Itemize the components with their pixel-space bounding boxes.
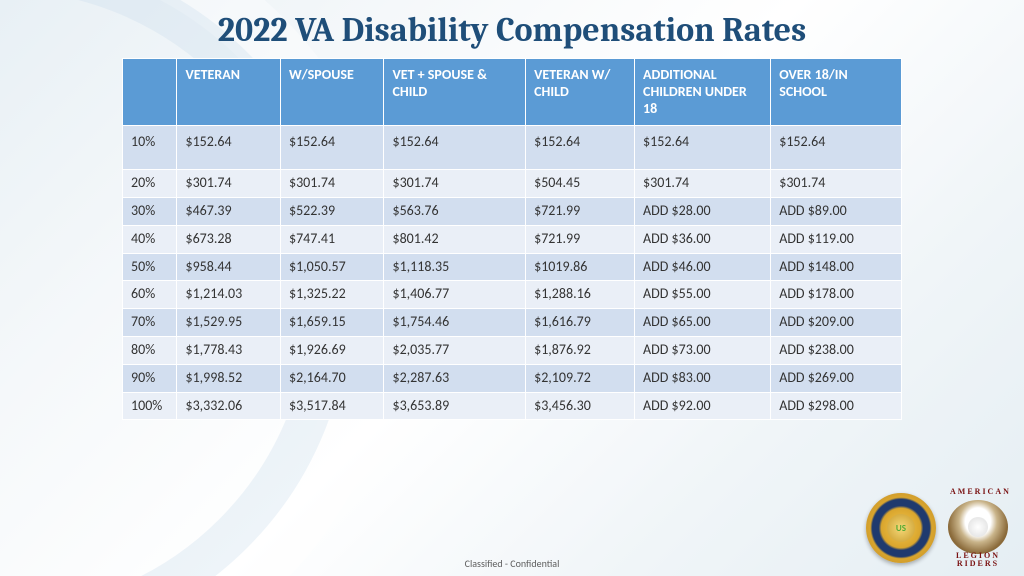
table-cell: $1,406.77: [384, 281, 526, 309]
table-cell: ADD $92.00: [635, 392, 771, 420]
table-cell: ADD $73.00: [635, 336, 771, 364]
table-cell: $1,288.16: [526, 281, 635, 309]
table-cell: $1,118.35: [384, 253, 526, 281]
table-cell: ADD $269.00: [771, 364, 902, 392]
table-row: 80%$1,778.43$1,926.69$2,035.77$1,876.92A…: [123, 336, 902, 364]
table-cell: $673.28: [177, 225, 281, 253]
table-cell: $1,325.22: [280, 281, 384, 309]
table-cell: ADD $238.00: [771, 336, 902, 364]
table-cell: ADD $65.00: [635, 309, 771, 337]
table-row: 40%$673.28$747.41$801.42$721.99ADD $36.0…: [123, 225, 902, 253]
table-row: 10%$152.64$152.64$152.64$152.64$152.64$1…: [123, 126, 902, 170]
legion-riders-top-text: AMERICAN: [950, 488, 1006, 496]
table-cell: $152.64: [771, 126, 902, 170]
table-cell: $2,164.70: [280, 364, 384, 392]
table-cell: ADD $36.00: [635, 225, 771, 253]
rates-table: VETERAN W/SPOUSE VET + SPOUSE & CHILD VE…: [122, 58, 902, 420]
american-legion-logo: US: [866, 493, 936, 563]
table-cell: $721.99: [526, 197, 635, 225]
table-cell: ADD $178.00: [771, 281, 902, 309]
table-cell: ADD $209.00: [771, 309, 902, 337]
table-cell: $522.39: [280, 197, 384, 225]
table-cell: $301.74: [177, 170, 281, 198]
table-cell: $2,109.72: [526, 364, 635, 392]
table-cell: 10%: [123, 126, 177, 170]
table-cell: $2,287.63: [384, 364, 526, 392]
table-cell: ADD $119.00: [771, 225, 902, 253]
table-cell: $1,754.46: [384, 309, 526, 337]
table-cell: 60%: [123, 281, 177, 309]
table-cell: $152.64: [526, 126, 635, 170]
table-cell: $467.39: [177, 197, 281, 225]
table-cell: 50%: [123, 253, 177, 281]
table-cell: $1,214.03: [177, 281, 281, 309]
table-cell: $747.41: [280, 225, 384, 253]
eagle-icon: [948, 500, 1008, 554]
table-cell: $3,653.89: [384, 392, 526, 420]
legion-riders-bottom-text: LEGION RIDERS: [952, 552, 1004, 568]
table-row: 70%$1,529.95$1,659.15$1,754.46$1,616.79A…: [123, 309, 902, 337]
table-cell: ADD $89.00: [771, 197, 902, 225]
table-cell: $801.42: [384, 225, 526, 253]
col-header-veteran: VETERAN: [177, 59, 281, 126]
col-header-pct: [123, 59, 177, 126]
table-cell: 90%: [123, 364, 177, 392]
table-cell: $1,659.15: [280, 309, 384, 337]
table-cell: 30%: [123, 197, 177, 225]
table-cell: $301.74: [771, 170, 902, 198]
table-cell: $152.64: [384, 126, 526, 170]
table-cell: $504.45: [526, 170, 635, 198]
page-title: 2022 VA Disability Compensation Rates: [0, 0, 1024, 58]
table-cell: $1,876.92: [526, 336, 635, 364]
table-cell: $1,998.52: [177, 364, 281, 392]
rates-table-container: VETERAN W/SPOUSE VET + SPOUSE & CHILD VE…: [122, 58, 902, 420]
legion-seal-icon: US: [887, 514, 915, 542]
col-header-vet-spouse-child: VET + SPOUSE & CHILD: [384, 59, 526, 126]
table-cell: $1,050.57: [280, 253, 384, 281]
table-row: 90%$1,998.52$2,164.70$2,287.63$2,109.72A…: [123, 364, 902, 392]
table-cell: $3,332.06: [177, 392, 281, 420]
table-cell: $1,529.95: [177, 309, 281, 337]
table-cell: ADD $298.00: [771, 392, 902, 420]
table-cell: $2,035.77: [384, 336, 526, 364]
table-row: 20%$301.74$301.74$301.74$504.45$301.74$3…: [123, 170, 902, 198]
table-cell: 70%: [123, 309, 177, 337]
table-cell: ADD $28.00: [635, 197, 771, 225]
table-cell: $152.64: [635, 126, 771, 170]
table-cell: ADD $148.00: [771, 253, 902, 281]
table-cell: $563.76: [384, 197, 526, 225]
col-header-vet-child: VETERAN W/ CHILD: [526, 59, 635, 126]
table-cell: $301.74: [635, 170, 771, 198]
table-cell: 20%: [123, 170, 177, 198]
table-header-row: VETERAN W/SPOUSE VET + SPOUSE & CHILD VE…: [123, 59, 902, 126]
table-cell: $3,456.30: [526, 392, 635, 420]
table-cell: $301.74: [280, 170, 384, 198]
table-cell: $1019.86: [526, 253, 635, 281]
table-row: 50%$958.44$1,050.57$1,118.35$1019.86ADD …: [123, 253, 902, 281]
table-cell: ADD $46.00: [635, 253, 771, 281]
table-cell: $301.74: [384, 170, 526, 198]
table-cell: ADD $55.00: [635, 281, 771, 309]
table-cell: $152.64: [177, 126, 281, 170]
table-cell: $721.99: [526, 225, 635, 253]
table-cell: $1,926.69: [280, 336, 384, 364]
table-cell: $1,778.43: [177, 336, 281, 364]
table-cell: $152.64: [280, 126, 384, 170]
table-cell: 80%: [123, 336, 177, 364]
table-cell: 100%: [123, 392, 177, 420]
col-header-additional-children: ADDITIONAL CHILDREN UNDER 18: [635, 59, 771, 126]
table-cell: 40%: [123, 225, 177, 253]
table-cell: $3,517.84: [280, 392, 384, 420]
table-row: 60%$1,214.03$1,325.22$1,406.77$1,288.16A…: [123, 281, 902, 309]
legion-riders-logo: AMERICAN LEGION RIDERS: [942, 488, 1014, 568]
col-header-wspouse: W/SPOUSE: [280, 59, 384, 126]
col-header-over18: OVER 18/IN SCHOOL: [771, 59, 902, 126]
table-row: 30%$467.39$522.39$563.76$721.99ADD $28.0…: [123, 197, 902, 225]
table-cell: $958.44: [177, 253, 281, 281]
table-row: 100%$3,332.06$3,517.84$3,653.89$3,456.30…: [123, 392, 902, 420]
table-cell: $1,616.79: [526, 309, 635, 337]
logo-group: US AMERICAN LEGION RIDERS: [866, 488, 1014, 568]
table-cell: ADD $83.00: [635, 364, 771, 392]
